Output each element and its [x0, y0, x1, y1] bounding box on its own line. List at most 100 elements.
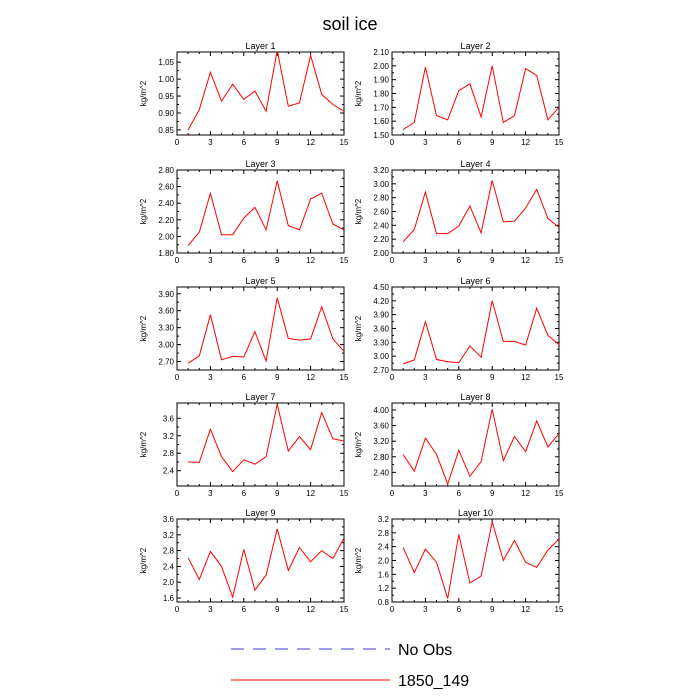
x-tick-label: 15 — [555, 605, 564, 614]
y-tick-label: 3.6 — [163, 414, 175, 423]
legend-no-obs-label: No Obs — [398, 642, 452, 659]
series-line — [187, 180, 344, 246]
panel-title: Layer 8 — [460, 392, 490, 402]
x-tick-label: 0 — [390, 373, 395, 382]
x-tick-label: 0 — [175, 256, 180, 265]
x-tick-label: 3 — [208, 373, 213, 382]
y-tick-label: 0.90 — [158, 109, 174, 118]
series-line — [402, 300, 559, 365]
y-tick-label: 1.6 — [378, 570, 390, 579]
x-tick-label: 6 — [457, 138, 462, 147]
plot-frame — [391, 286, 560, 371]
x-tick-label: 15 — [555, 256, 564, 265]
y-tick-label: 2.40 — [373, 468, 389, 477]
x-tick-label: 3 — [423, 605, 428, 614]
y-tick-label: 2.4 — [378, 543, 390, 552]
y-tick-label: 3.90 — [373, 311, 389, 320]
y-axis-label: kg/m^2 — [139, 315, 148, 341]
x-tick-label: 12 — [306, 256, 315, 265]
x-tick-label: 0 — [390, 605, 395, 614]
panel-layer-1: Layer 1 0 3 6 9 12 15 0.85 0.90 0.95 1.00 1.05 kg/m^… — [139, 41, 349, 147]
y-axis-label: kg/m^2 — [139, 431, 148, 457]
panel-layer-8: Layer 8 0 3 6 9 12 15 2.40 2.80 3.20 3.60 4.00 kg/m^… — [354, 392, 564, 498]
x-tick-label: 6 — [457, 373, 462, 382]
y-tick-label: 3.20 — [373, 437, 389, 446]
y-axis-label: kg/m^2 — [354, 315, 363, 341]
x-tick-label: 12 — [521, 138, 530, 147]
plot-frame — [176, 51, 345, 136]
panel-title: Layer 6 — [460, 276, 490, 286]
series-line — [402, 65, 559, 130]
x-tick-label: 12 — [306, 605, 315, 614]
x-tick-label: 12 — [521, 489, 530, 498]
panel-layer-6: Layer 6 0 3 6 9 12 15 2.70 3.00 3.30 3.60 3.90 4.20 4… — [354, 276, 564, 382]
x-tick-label: 12 — [306, 373, 315, 382]
x-tick-label: 6 — [242, 373, 247, 382]
panel-title: Layer 5 — [245, 276, 275, 286]
y-tick-label: 2.80 — [373, 453, 389, 462]
x-tick-label: 6 — [457, 256, 462, 265]
x-tick-label: 0 — [390, 138, 395, 147]
panel-layer-4: Layer 4 0 3 6 9 12 15 2.00 2.20 2.40 2.60 2.80 3.00 3… — [354, 159, 564, 265]
x-tick-label: 0 — [175, 489, 180, 498]
panel-grid: Layer 10 3 6 9 12 150.850.900.951.001.05kg/m^… — [139, 41, 564, 614]
plot-frame — [391, 169, 560, 254]
panel-layer-2: Layer 2 0 3 6 9 12 15 1.50 1.60 1.70 1.80 1.90 2.00 2… — [354, 41, 564, 147]
y-axis-label: kg/m^2 — [354, 198, 363, 224]
y-tick-label: 2.70 — [373, 366, 389, 375]
x-tick-label: 15 — [340, 138, 349, 147]
panel-layer-7: Layer 7 0 3 6 9 12 15 2.4 2.8 3.2 3.6 kg/m^2 — [139, 392, 349, 498]
y-axis-label: kg/m^2 — [354, 431, 363, 457]
y-tick-label: 2.60 — [158, 183, 174, 192]
figure-title: soil ice — [322, 14, 377, 34]
y-tick-label: 3.2 — [378, 515, 390, 524]
y-tick-label: 2.80 — [373, 194, 389, 203]
x-tick-label: 3 — [208, 138, 213, 147]
x-tick-label: 15 — [340, 373, 349, 382]
x-tick-label: 9 — [275, 605, 280, 614]
x-tick-label: 3 — [208, 489, 213, 498]
y-tick-label: 2.00 — [158, 232, 174, 241]
y-tick-label: 2.40 — [158, 199, 174, 208]
series-line — [402, 180, 559, 243]
y-tick-label: 2.10 — [373, 48, 389, 57]
panel-title: Layer 10 — [458, 508, 493, 518]
panel-title: Layer 9 — [245, 508, 275, 518]
y-tick-label: 3.30 — [158, 324, 174, 333]
x-tick-label: 9 — [490, 605, 495, 614]
panel-title: Layer 3 — [245, 159, 275, 169]
y-tick-label: 1.80 — [373, 90, 389, 99]
y-tick-label: 1.50 — [373, 131, 389, 140]
x-tick-label: 0 — [390, 256, 395, 265]
x-tick-label: 12 — [306, 489, 315, 498]
y-tick-label: 3.20 — [373, 166, 389, 175]
y-tick-label: 2.8 — [163, 547, 175, 556]
y-axis-label: kg/m^2 — [139, 80, 148, 106]
x-tick-label: 6 — [242, 605, 247, 614]
y-tick-label: 1.60 — [373, 117, 389, 126]
legend-1850-149-label: 1850_149 — [398, 673, 469, 690]
x-tick-label: 12 — [521, 373, 530, 382]
y-tick-label: 3.60 — [373, 422, 389, 431]
y-tick-label: 2.4 — [163, 562, 175, 571]
x-tick-label: 6 — [242, 138, 247, 147]
plot-frame — [176, 169, 345, 254]
y-tick-label: 0.85 — [158, 126, 174, 135]
x-tick-label: 12 — [521, 605, 530, 614]
x-tick-label: 15 — [555, 489, 564, 498]
y-tick-label: 2.40 — [373, 221, 389, 230]
x-tick-label: 0 — [175, 605, 180, 614]
x-tick-label: 3 — [423, 373, 428, 382]
plot-frame — [176, 402, 345, 487]
x-tick-label: 15 — [555, 138, 564, 147]
panel-layer-10: Layer 10 0 3 6 9 12 15 0.8 1.2 1.6 2.0 2.4 2.8 3.2 kg/… — [354, 508, 564, 614]
plot-frame — [176, 518, 345, 603]
y-axis-label: kg/m^2 — [139, 547, 148, 573]
x-tick-label: 9 — [490, 373, 495, 382]
y-tick-label: 1.70 — [373, 103, 389, 112]
y-tick-label: 2.80 — [158, 166, 174, 175]
series-line — [187, 297, 344, 364]
y-tick-label: 3.00 — [373, 352, 389, 361]
y-tick-label: 1.00 — [158, 75, 174, 84]
panel-layer-9: Layer 9 0 3 6 9 12 15 1.6 2.0 2.4 2.8 3.2 3.6 kg/m^2 — [139, 508, 349, 614]
